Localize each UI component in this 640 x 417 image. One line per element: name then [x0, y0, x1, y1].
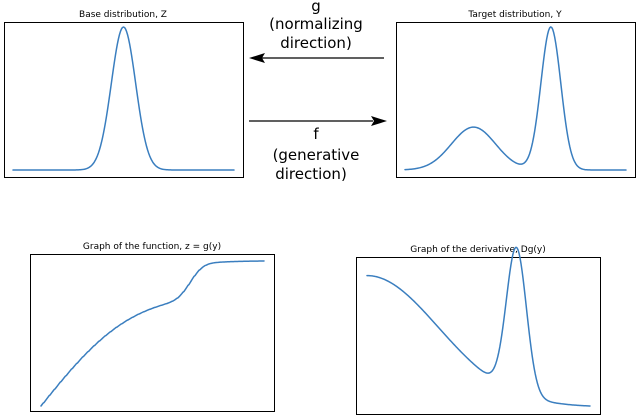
panel-derivative-graph: Graph of the derivative, Dg(y) [356, 245, 601, 415]
panel-base-distribution: Base distribution, Z [4, 10, 244, 178]
panel-target-distribution: Target distribution, Y [396, 10, 636, 178]
derivative-curve [366, 246, 591, 407]
arrow-generative: f (generative direction) [249, 116, 387, 183]
arrow-label-normalizing-direction: direction) [280, 34, 352, 52]
panel-frame-target [396, 22, 636, 178]
arrow-label-generative-direction: direction) [275, 165, 347, 183]
panel-frame-derivative [356, 257, 601, 415]
panel-title-derivative: Graph of the derivative, Dg(y) [410, 245, 546, 255]
panel-frame-function [30, 254, 275, 412]
panel-title-target: Target distribution, Y [467, 10, 562, 20]
arrow-head-left-icon [249, 53, 265, 63]
panel-function-graph: Graph of the function, z = g(y) [30, 242, 275, 412]
function-curve [40, 260, 265, 407]
arrow-label-normalizing: (normalizing [269, 15, 363, 33]
arrow-label-f: f [313, 125, 319, 143]
arrow-label-g: g [311, 0, 321, 15]
panel-title-base: Base distribution, Z [79, 10, 167, 20]
arrow-head-right-icon [371, 116, 387, 126]
arrow-normalizing: g (normalizing direction) [249, 0, 384, 63]
target-density-curve [404, 26, 627, 171]
panel-frame-base [4, 22, 244, 178]
arrow-label-generative: (generative [273, 146, 360, 164]
panel-title-function: Graph of the function, z = g(y) [83, 242, 221, 252]
base-density-curve [12, 26, 235, 171]
